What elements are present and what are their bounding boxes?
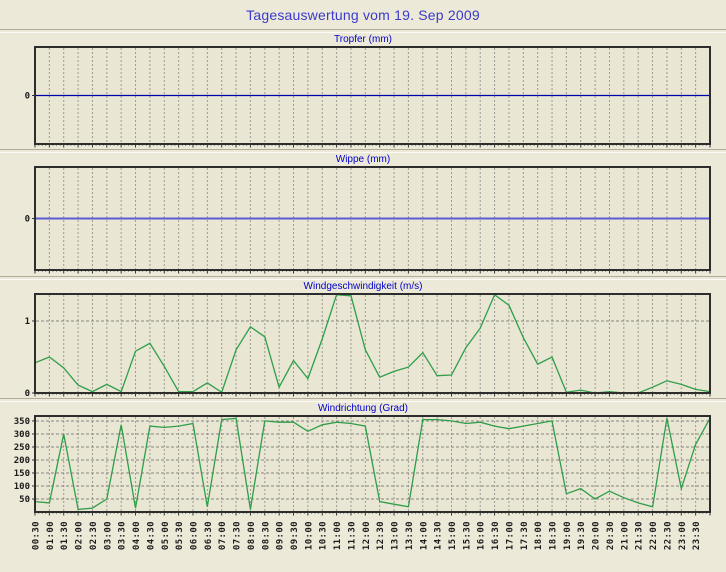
x-axis-label: 03:00	[103, 521, 113, 550]
x-axis-label: 13:00	[391, 521, 401, 550]
x-axis-label: 16:00	[477, 521, 487, 550]
x-axis-label: 12:30	[376, 521, 386, 550]
x-axis-label: 01:00	[46, 521, 56, 550]
y-axis-label: 200	[14, 456, 30, 466]
x-axis-label: 22:00	[649, 521, 659, 550]
chart-tropfer: 0	[0, 46, 726, 149]
y-axis-label: 350	[14, 417, 30, 427]
chart-title-wippe: Wippe (mm)	[335, 154, 391, 165]
report-header: Tagesauswertung vom 19. Sep 2009	[0, 0, 726, 29]
x-axis-label: 06:30	[204, 521, 214, 550]
divider	[0, 29, 726, 33]
chart-panel-winddirection: Windrichtung (Grad) 350 300 250 200 150 100 50	[0, 402, 726, 517]
x-axis-label: 21:00	[620, 521, 630, 550]
x-axis-label: 06:00	[189, 521, 199, 550]
chart-svg: 0	[25, 166, 711, 274]
y-axis-label: 100	[14, 482, 30, 492]
y-axis-label: 0	[25, 215, 30, 225]
x-axis-label: 05:30	[175, 521, 185, 550]
x-axis-label: 18:00	[534, 521, 544, 550]
chart-title-windspeed: Windgeschwindigkeit (m/s)	[303, 281, 423, 292]
x-axis-label: 21:30	[635, 521, 645, 550]
x-axis-label: 04:00	[132, 521, 142, 550]
y-axis-label: 0	[25, 92, 30, 102]
x-axis-label: 18:30	[549, 521, 559, 550]
x-axis-label: 19:00	[563, 521, 573, 550]
x-axis-label: 19:30	[577, 521, 587, 550]
x-axis-label-strip: 00:30 01:00 01:30 02:00 02:30 03:00 03:30 04:00…	[0, 517, 726, 572]
x-axis-label: 09:30	[290, 521, 300, 550]
x-axis-label: 08:00	[247, 521, 257, 550]
y-axis-label: 1	[25, 317, 30, 327]
chart-svg: 0	[25, 46, 711, 148]
y-axis-label: 150	[14, 469, 30, 479]
chart-panel-wippe: Wippe (mm) 0	[0, 153, 726, 276]
chart-svg: 10	[25, 293, 711, 398]
x-axis-label: 07:30	[233, 521, 243, 550]
x-axis-label: 09:00	[276, 521, 286, 550]
divider	[0, 398, 726, 402]
y-axis-label: 300	[14, 430, 30, 440]
chart-wippe: 0	[0, 166, 726, 276]
x-axis-label: 10:00	[304, 521, 314, 550]
x-axis-labels-svg: 00:30 01:00 01:30 02:00 02:30 03:00 03:30 04:00…	[32, 521, 703, 550]
chart-winddirection: 350 300 250 200 150 100 50	[0, 415, 726, 517]
chart-title-winddirection: Windrichtung (Grad)	[317, 403, 409, 414]
page-title: Tagesauswertung vom 19. Sep 2009	[246, 6, 480, 23]
chart-panel-tropfer: Tropfer (mm) 0	[0, 33, 726, 149]
y-axis-label: 250	[14, 443, 30, 453]
x-axis-label: 16:30	[491, 521, 501, 550]
x-axis-label: 05:00	[161, 521, 171, 550]
y-axis-label: 50	[19, 495, 30, 505]
x-axis-label: 03:30	[118, 521, 128, 550]
x-axis-label: 15:00	[448, 521, 458, 550]
chart-svg: 350 300 250 200 150 100 50	[14, 415, 711, 516]
x-axis-label: 07:00	[218, 521, 228, 550]
data-line	[34, 417, 711, 511]
x-axis-label: 14:00	[419, 521, 429, 550]
x-axis-label: 20:00	[592, 521, 602, 550]
x-axis-label: 10:30	[319, 521, 329, 550]
divider	[0, 149, 726, 153]
x-axis-label: 23:00	[678, 521, 688, 550]
x-axis-label: 13:30	[405, 521, 415, 550]
x-axis-label: 08:30	[261, 521, 271, 550]
x-axis-label: 20:30	[606, 521, 616, 550]
chart-title-tropfer: Tropfer (mm)	[334, 34, 392, 45]
x-axis-label: 01:30	[60, 521, 70, 550]
x-axis-label: 11:30	[347, 521, 357, 550]
x-axis-label: 17:30	[520, 521, 530, 550]
x-axis-label: 12:00	[362, 521, 372, 550]
x-axis-label: 17:00	[505, 521, 515, 550]
x-axis-label: 00:30	[32, 521, 42, 550]
x-axis-label: 11:00	[333, 521, 343, 550]
x-axis-label: 23:30	[692, 521, 702, 550]
y-axis-label: 0	[25, 389, 30, 398]
x-axis-label: 22:30	[663, 521, 673, 550]
divider	[0, 276, 726, 280]
x-axis-label: 15:30	[462, 521, 472, 550]
x-axis-label: 04:30	[146, 521, 156, 550]
x-axis-label: 02:30	[89, 521, 99, 550]
x-axis-label: 02:00	[75, 521, 85, 550]
x-axis-label: 14:30	[434, 521, 444, 550]
